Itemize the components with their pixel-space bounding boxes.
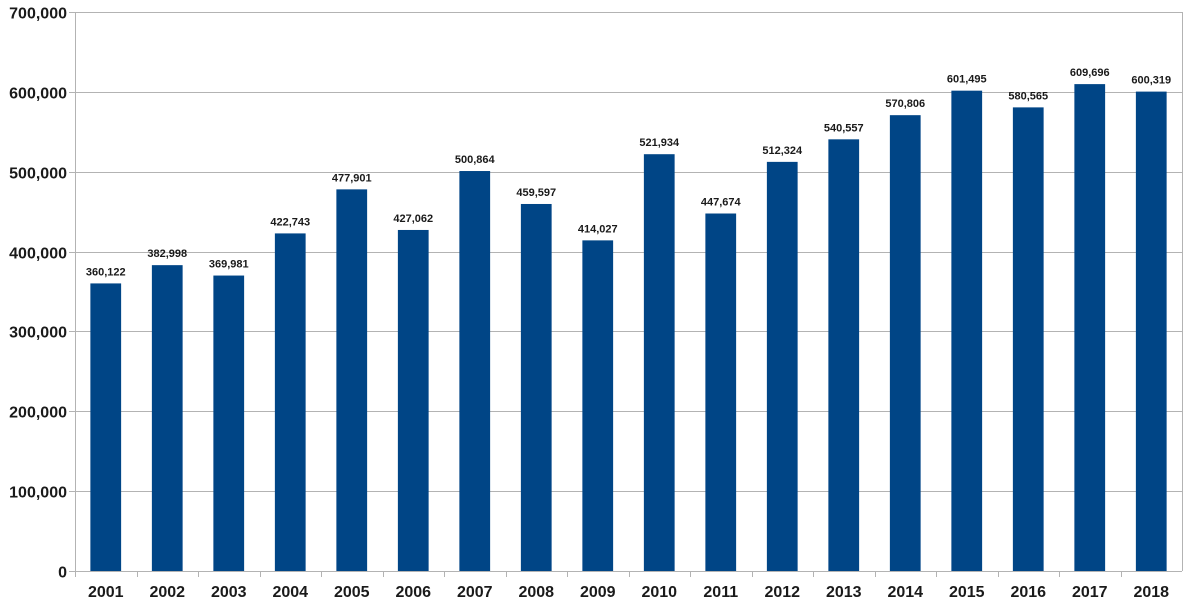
x-tick-label: 2008: [518, 584, 554, 600]
x-tick-label: 2015: [949, 584, 985, 600]
data-label: 422,743: [270, 216, 310, 228]
data-labels: 360,122 382,998 369,981 422,743 477,901 427,0…: [86, 67, 1171, 278]
data-label: 459,597: [516, 187, 556, 199]
y-tick-label: 200,000: [9, 405, 67, 422]
data-label: 382,998: [147, 248, 187, 260]
bar: [459, 171, 491, 571]
bar: [705, 213, 737, 571]
data-label: 500,864: [455, 154, 496, 166]
bar: [1012, 107, 1044, 571]
bar: [213, 275, 245, 571]
x-tick-label: 2004: [272, 584, 308, 600]
data-label: 360,122: [86, 266, 126, 278]
data-label: 427,062: [393, 213, 433, 225]
bar: [397, 229, 429, 571]
data-label: 580,565: [1008, 90, 1048, 102]
x-tick-label: 2006: [395, 584, 431, 600]
y-tick-label: 600,000: [9, 86, 67, 103]
x-tick-label: 2007: [457, 584, 493, 600]
x-tick-label: 2018: [1133, 584, 1169, 600]
axes: [69, 12, 1183, 577]
data-label: 570,806: [885, 98, 925, 110]
bar: [520, 203, 552, 571]
bars: [90, 84, 1167, 572]
y-tick-label: 100,000: [9, 485, 67, 502]
x-tick-label: 2017: [1072, 584, 1108, 600]
data-label: 521,934: [639, 137, 680, 149]
x-tick-label: 2011: [703, 584, 738, 600]
x-axis-tick-labels: 2001 2002 2003 2004 2005 2006 2007 2008 2009 2010…: [88, 584, 1169, 600]
x-tick-label: 2010: [641, 584, 677, 600]
x-tick-label: 2001: [88, 584, 124, 600]
data-label: 477,901: [332, 172, 372, 184]
data-label: 414,027: [578, 223, 618, 235]
y-tick-label: 0: [58, 565, 67, 582]
x-tick-label: 2002: [149, 584, 185, 600]
y-tick-label: 300,000: [9, 325, 67, 342]
data-label: 447,674: [701, 197, 742, 209]
bar: [582, 240, 614, 571]
x-tick-label: 2016: [1010, 584, 1046, 600]
x-tick-label: 2005: [334, 584, 370, 600]
x-tick-label: 2013: [826, 584, 862, 600]
y-tick-label: 500,000: [9, 166, 67, 183]
data-label: 600,319: [1131, 75, 1171, 87]
data-label: 512,324: [762, 145, 803, 157]
y-axis-tick-labels: 0 100,000 200,000 300,000 400,000 500,000 600,…: [9, 6, 67, 582]
bar: [90, 283, 122, 571]
data-label: 369,981: [209, 259, 249, 271]
bar: [889, 115, 921, 571]
bar: [151, 265, 183, 571]
data-label: 601,495: [947, 74, 987, 86]
y-tick-label: 400,000: [9, 246, 67, 263]
x-tick-label: 2009: [580, 584, 616, 600]
bar: [951, 90, 983, 572]
bar: [828, 139, 860, 571]
x-tick-label: 2003: [211, 584, 247, 600]
bar: [643, 154, 675, 571]
x-tick-label: 2012: [764, 584, 800, 600]
bar: [274, 233, 306, 571]
gridlines: [69, 12, 1182, 572]
x-tick-label: 2014: [887, 584, 923, 600]
bar: [766, 161, 798, 572]
y-tick-label: 700,000: [9, 6, 67, 23]
bar: [1074, 84, 1106, 571]
bar: [336, 189, 368, 571]
data-label: 540,557: [824, 122, 864, 134]
bar: [1135, 91, 1167, 571]
data-label: 609,696: [1070, 67, 1110, 79]
